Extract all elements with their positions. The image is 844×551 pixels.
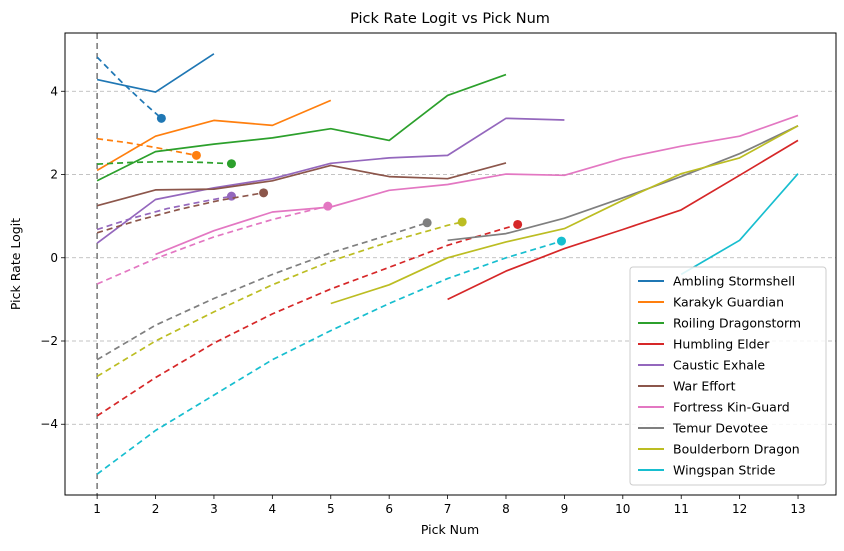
fit-line-caustic-exhale <box>96 195 232 231</box>
x-tick-label: 6 <box>385 502 393 516</box>
chart-title: Pick Rate Logit vs Pick Num <box>350 11 550 27</box>
endpoint-marker-war-effort <box>259 188 269 198</box>
endpoint-marker-wingspan-stride <box>556 236 566 246</box>
legend-label-karakyk-guardian: Karakyk Guardian <box>673 295 784 310</box>
legend-label-war-effort: War Effort <box>673 379 736 394</box>
series-line-roiling-dragonstorm <box>96 73 507 182</box>
x-tick-label: 9 <box>561 502 569 516</box>
endpoint-marker-roiling-dragonstorm <box>226 159 236 169</box>
legend-box <box>629 266 827 486</box>
fit-line-wingspan-stride <box>96 240 562 475</box>
series-line-karakyk-guardian <box>96 99 332 172</box>
legend-label-ambling-stormshell: Ambling Stormshell <box>673 274 795 289</box>
y-tick-label: 2 <box>50 168 58 182</box>
x-tick-label: 12 <box>732 502 747 516</box>
legend-label-temur-devotee: Temur Devotee <box>672 421 768 436</box>
legend: Ambling Stormshell Karakyk Guardian Roilin… <box>629 266 827 486</box>
y-tick-label: 0 <box>50 251 58 265</box>
x-tick-label: 2 <box>152 502 160 516</box>
endpoint-marker-ambling-stormshell <box>156 113 166 123</box>
series-layer <box>96 53 799 475</box>
y-tick-label: −4 <box>40 417 58 431</box>
legend-label-boulderborn-dragon: Boulderborn Dragon <box>673 442 800 457</box>
series-line-caustic-exhale <box>96 117 565 244</box>
series-line-fortress-kin-guard <box>155 114 799 256</box>
x-tick-label: 13 <box>790 502 805 516</box>
x-tick-label: 3 <box>210 502 218 516</box>
x-tick-label: 5 <box>327 502 335 516</box>
endpoint-marker-humbling-elder <box>513 219 523 229</box>
plot-frame <box>64 32 837 496</box>
x-tick-label: 4 <box>269 502 277 516</box>
fit-line-boulderborn-dragon <box>96 221 463 378</box>
legend-label-roiling-dragonstorm: Roiling Dragonstorm <box>673 316 801 331</box>
x-axis-ticks: 1 2 3 4 5 6 7 8 9 10 11 12 13 <box>93 495 806 516</box>
series-line-temur-devotee <box>447 125 799 242</box>
legend-label-wingspan-stride: Wingspan Stride <box>673 463 776 478</box>
y-axis-label: Pick Rate Logit <box>8 218 23 310</box>
x-tick-label: 10 <box>615 502 630 516</box>
x-axis-label: Pick Num <box>421 522 479 537</box>
legend-label-fortress-kin-guard: Fortress Kin-Guard <box>673 400 790 415</box>
endpoint-marker-boulderborn-dragon <box>457 217 467 227</box>
x-tick-label: 8 <box>502 502 510 516</box>
series-line-humbling-elder <box>447 139 799 301</box>
legend-label-humbling-elder: Humbling Elder <box>673 337 770 352</box>
x-tick-label: 11 <box>674 502 689 516</box>
fit-line-roiling-dragonstorm <box>97 160 232 165</box>
y-axis-ticks: −4 −2 0 2 4 <box>40 84 65 431</box>
series-line-ambling-stormshell <box>96 53 215 93</box>
y-tick-label: −2 <box>40 334 58 348</box>
gridlines <box>65 90 836 425</box>
fit-line-fortress-kin-guard <box>96 205 328 285</box>
y-tick-label: 4 <box>50 84 58 98</box>
fit-line-war-effort <box>96 191 264 234</box>
endpoint-marker-temur-devotee <box>422 218 432 228</box>
endpoint-marker-fortress-kin-guard <box>323 201 333 211</box>
legend-label-caustic-exhale: Caustic Exhale <box>673 358 765 373</box>
series-line-wingspan-stride <box>680 173 799 276</box>
fit-line-temur-devotee <box>96 221 428 361</box>
series-line-war-effort <box>96 162 507 207</box>
series-line-boulderborn-dragon <box>330 125 799 305</box>
endpoint-marker-karakyk-guardian <box>191 150 201 160</box>
fit-line-humbling-elder <box>96 223 518 417</box>
x-tick-label: 7 <box>444 502 452 516</box>
x-tick-label: 1 <box>93 502 101 516</box>
